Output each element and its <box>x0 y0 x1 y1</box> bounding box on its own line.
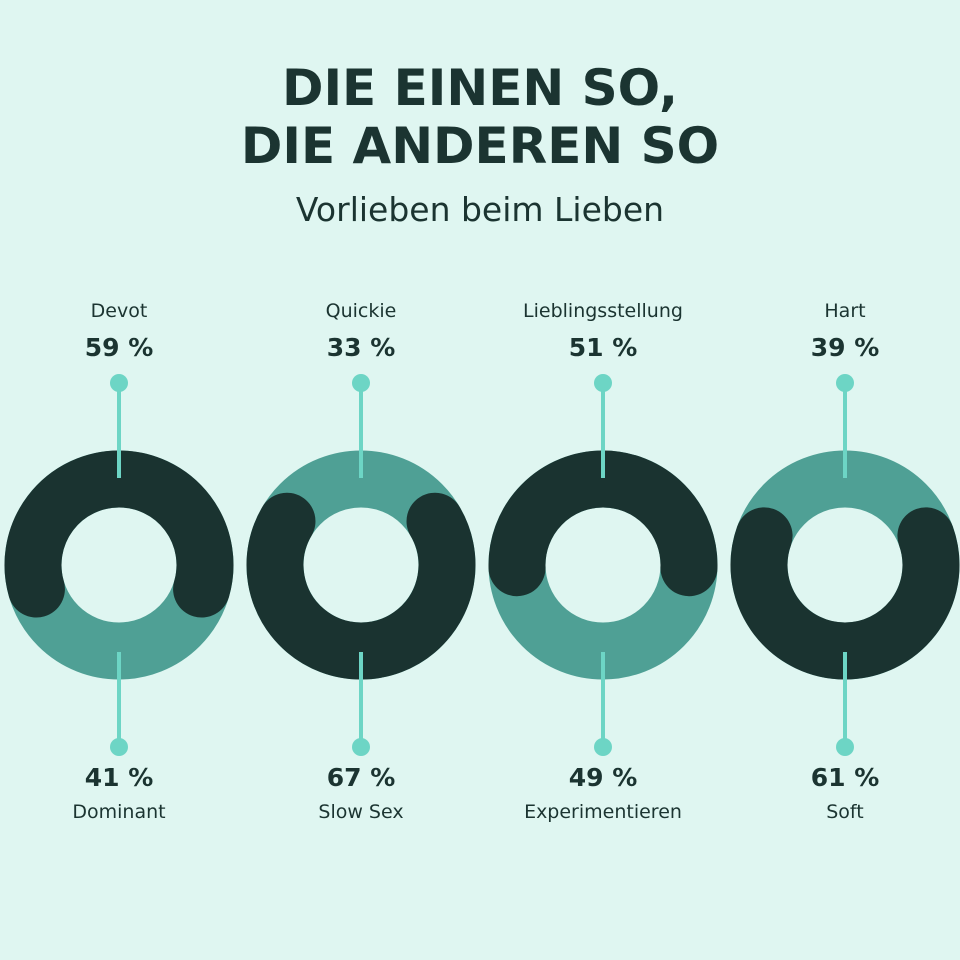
leader-dot-top <box>594 374 612 392</box>
title-line-2: DIE ANDEREN SO <box>240 117 720 175</box>
bottom-category-label: Soft <box>826 801 864 823</box>
bottom-value-label: 41 % <box>84 763 154 792</box>
bottom-category-label: Experimentieren <box>524 801 682 823</box>
top-value-label: 51 % <box>568 333 638 362</box>
donut-segment-dark <box>488 450 718 597</box>
leader-dot-bottom <box>352 738 370 756</box>
top-value-label: 39 % <box>810 333 880 362</box>
top-value-label: 33 % <box>326 333 396 362</box>
leader-dot-bottom <box>110 738 128 756</box>
top-category-label: Devot <box>90 300 148 322</box>
top-value-label: 59 % <box>84 333 154 362</box>
top-category-label: Hart <box>824 300 866 322</box>
leader-dot-top <box>352 374 370 392</box>
donut-segment-dark <box>730 507 960 680</box>
leader-dot-top <box>110 374 128 392</box>
donut-segment-dark <box>246 492 476 680</box>
bottom-value-label: 49 % <box>568 763 638 792</box>
subtitle: Vorlieben beim Lieben <box>295 190 665 229</box>
leader-dot-top <box>836 374 854 392</box>
title-line-1: DIE EINEN SO, <box>281 59 679 117</box>
leader-dot-bottom <box>836 738 854 756</box>
bottom-value-label: 61 % <box>810 763 880 792</box>
bottom-category-label: Dominant <box>72 801 166 823</box>
bottom-value-label: 67 % <box>326 763 396 792</box>
leader-dot-bottom <box>594 738 612 756</box>
top-category-label: Lieblingsstellung <box>523 300 683 322</box>
donut-segment-dark <box>4 450 234 618</box>
bottom-category-label: Slow Sex <box>318 801 404 823</box>
top-category-label: Quickie <box>325 300 397 322</box>
